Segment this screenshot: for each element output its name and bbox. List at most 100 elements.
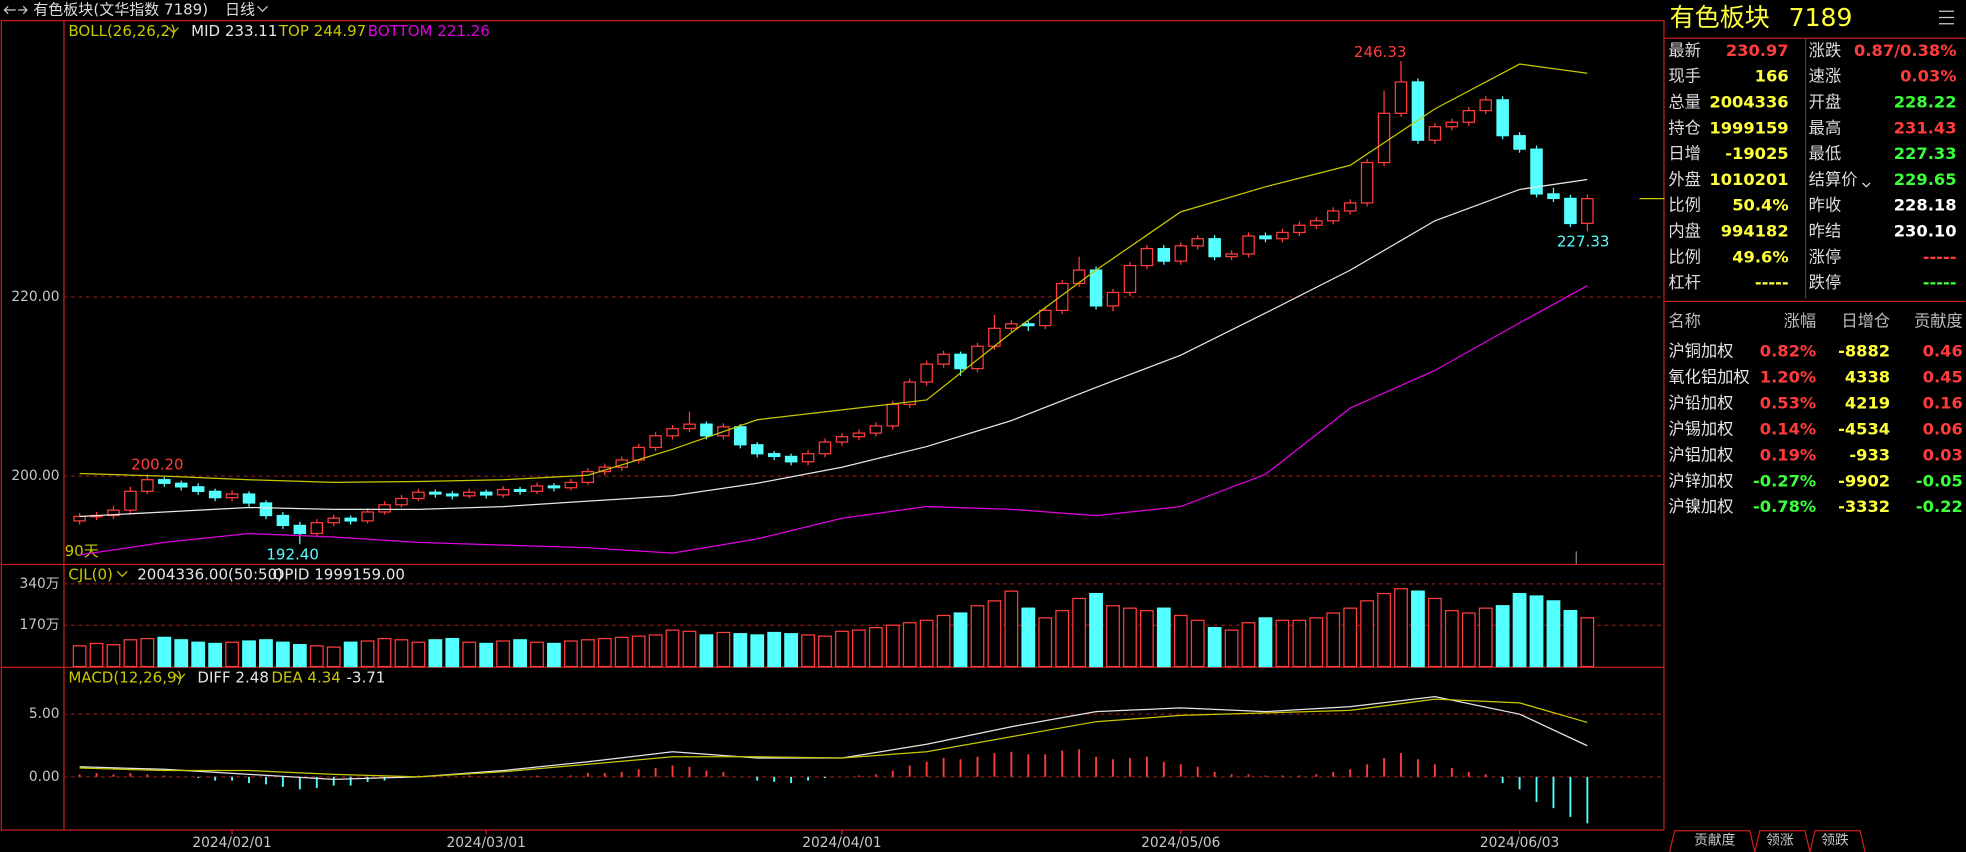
legend-chevron[interactable]	[168, 27, 180, 34]
legend-title[interactable]: BOLL(26,26,2)	[68, 22, 176, 40]
range-label: 90天	[65, 542, 99, 560]
volume-bar	[1241, 622, 1256, 668]
legend-chevron[interactable]	[174, 673, 186, 680]
component-name[interactable]: 沪铝加权	[1668, 445, 1733, 464]
component-value: 0.46	[1923, 342, 1963, 361]
candle-body	[429, 491, 442, 495]
quote-value: 231.43	[1894, 118, 1957, 137]
volume-bar	[1360, 600, 1375, 668]
candle-body	[174, 482, 188, 488]
volume-bar	[801, 634, 815, 668]
candle-body	[1411, 81, 1425, 141]
candle-body	[1225, 253, 1238, 258]
candle-body	[903, 381, 916, 406]
candle-body	[1089, 269, 1103, 307]
chart-frame	[0, 20, 1665, 831]
quote-value: 228.22	[1894, 92, 1957, 111]
quote-label: 开盘	[1809, 92, 1842, 111]
candle-body	[225, 493, 239, 499]
volume-bar	[1309, 617, 1324, 668]
quote-label: 现手	[1668, 67, 1701, 86]
settle-chevron[interactable]	[1862, 182, 1871, 188]
switch-icon[interactable]	[3, 5, 28, 15]
y-tick-label: 340万	[20, 576, 60, 592]
volume-bar	[1055, 609, 1070, 668]
tab[interactable]: 贡献度	[1694, 833, 1736, 849]
quote-label: 涨跌	[1809, 41, 1842, 60]
window-title: 有色板块(文华指数 7189)	[33, 1, 208, 19]
x-tick-label: 2024/05/06	[1141, 835, 1220, 851]
volume-bar	[242, 640, 256, 668]
volume-bar	[580, 639, 595, 668]
tab[interactable]: 领跌	[1821, 833, 1849, 849]
candle-body	[1360, 161, 1374, 204]
legend-title[interactable]: MACD(12,26,9)	[68, 668, 182, 686]
y-tick-label: 5.00	[29, 706, 60, 722]
candle-body	[446, 493, 459, 497]
candle-body	[530, 485, 544, 492]
volume-bar	[1224, 629, 1239, 668]
quote-value: -----	[1755, 273, 1789, 292]
quote-value: -19025	[1725, 144, 1788, 163]
component-value: 4338	[1845, 368, 1890, 387]
component-value: -0.27%	[1753, 471, 1816, 490]
volume-bar	[851, 629, 866, 668]
volume-bar	[174, 639, 189, 668]
legend-chevron[interactable]	[116, 570, 128, 578]
candle-body	[1428, 126, 1442, 141]
component-name[interactable]: 沪锡加权	[1668, 419, 1733, 438]
component-name[interactable]: 沪锌加权	[1668, 471, 1733, 490]
candle-body	[259, 502, 273, 517]
volume-bar	[1461, 612, 1476, 668]
volume-bar	[479, 642, 494, 668]
component-value: 0.16	[1923, 393, 1963, 412]
period-chevron[interactable]	[257, 5, 269, 13]
legend-item: DEA 4.34	[271, 668, 341, 686]
component-value: -3332	[1838, 497, 1890, 516]
candle-body	[513, 488, 527, 492]
volume-bar	[767, 631, 782, 668]
candle-body	[869, 425, 883, 434]
volume-bar	[1495, 605, 1510, 668]
volume-bar	[885, 624, 900, 668]
volume-bar	[343, 641, 358, 668]
legend-title[interactable]: CJL(0)	[68, 566, 113, 584]
component-name[interactable]: 沪镍加权	[1668, 497, 1733, 516]
volume-bar	[1190, 619, 1205, 668]
candle-body	[666, 428, 679, 437]
volume-bar	[614, 636, 629, 668]
indicator-line	[79, 698, 1588, 778]
volume-bar	[1139, 609, 1154, 668]
volume-bar	[648, 634, 663, 668]
menu-icon[interactable]	[1938, 10, 1955, 25]
volume-bar	[1038, 617, 1053, 668]
candle-body	[496, 488, 510, 496]
volume-bar	[868, 627, 883, 668]
component-value: 0.03	[1923, 445, 1963, 464]
tab[interactable]: 领涨	[1766, 833, 1794, 849]
candle-body	[852, 432, 866, 438]
candle-body	[141, 479, 154, 492]
volume-bar	[1427, 597, 1442, 668]
candle-body	[700, 423, 713, 437]
volume-bar	[1089, 592, 1103, 668]
volume-bar	[326, 646, 341, 668]
candle-body	[1394, 81, 1408, 114]
component-name[interactable]: 沪铅加权	[1668, 393, 1733, 412]
component-value: -0.78%	[1753, 497, 1816, 516]
volume-bar	[1394, 588, 1408, 668]
component-name[interactable]: 氧化铝加权	[1668, 368, 1749, 387]
y-tick-label: 220.00	[11, 289, 59, 305]
quote-value: 166	[1755, 67, 1789, 86]
volume-bar	[1512, 592, 1527, 668]
candle-body	[750, 444, 764, 455]
component-name[interactable]: 沪铜加权	[1668, 342, 1733, 361]
component-value: -933	[1849, 445, 1890, 464]
volume-bar	[259, 639, 273, 668]
period-selector[interactable]: 日线	[225, 1, 255, 19]
candle-body	[971, 345, 984, 370]
volume-bar	[1258, 617, 1273, 668]
volume-bar	[970, 605, 985, 668]
